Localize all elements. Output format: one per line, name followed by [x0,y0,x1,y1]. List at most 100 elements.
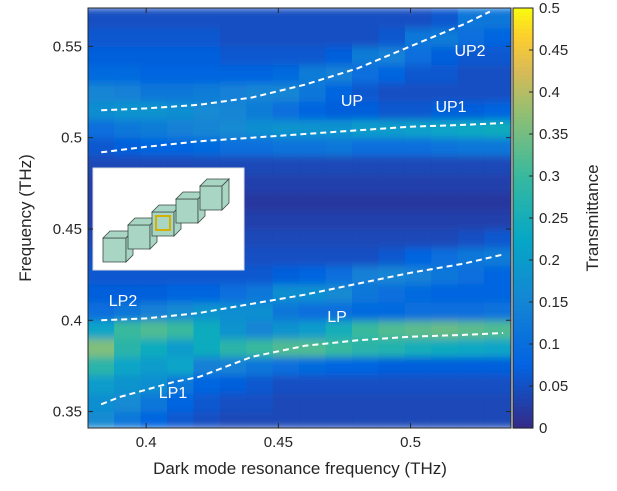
heatmap-cell [88,356,115,376]
heatmap-cell [325,319,353,340]
colorbar-swatch [513,58,533,64]
colorbar-swatch [513,75,533,80]
colorbar-swatch [513,318,533,324]
colorbar-swatch [513,268,533,274]
colorbar-swatch [513,104,533,110]
curves [100,10,504,406]
heatmap-cell [88,392,115,413]
heatmap-cell [404,191,432,212]
heatmap-cell [484,374,511,394]
heatmap-cell [299,301,327,321]
heatmap-cell [352,173,380,193]
heatmap-cell [219,374,247,394]
heatmap-cell [219,411,247,428]
colorbar-swatch [513,171,533,177]
colorbar-swatch [513,402,533,408]
heatmap-cell [404,228,432,248]
heatmap-cell [484,82,511,102]
colorbar-swatch [513,373,533,379]
heatmap-cell [299,173,327,193]
heatmap-cell [404,45,432,66]
heatmap-cell [272,210,300,230]
colorbar-swatch [513,188,533,194]
heatmap-cell [167,392,195,413]
colorbar-swatch [513,201,533,206]
colorbar-swatch [513,297,533,303]
heatmap-cell [246,246,274,266]
heatmap-cell [457,338,485,358]
heatmap-cell [167,356,195,376]
heatmap-cell [219,27,247,47]
heatmap-cell [272,100,300,120]
heatmap-cell [88,27,115,47]
heatmap-cell [246,137,274,157]
heatmap-cell [114,338,142,358]
heatmap-cell [246,118,274,139]
heatmap-cell [457,155,485,175]
colorbar-swatch [513,29,533,34]
colorbar-tick-label: 0.15 [539,294,568,311]
heatmap-cell [299,356,327,376]
heatmap-cell [457,191,485,212]
heatmap-cell [114,411,142,428]
colorbar-swatch [513,54,533,59]
heatmap-cell [88,411,115,428]
heatmap-cell [219,319,247,340]
colorbar-swatch [513,146,533,152]
heatmap-cell [272,356,300,376]
heatmap-cell [431,319,459,340]
heatmap-cell [484,137,511,157]
heatmap-cell [404,137,432,157]
heatmap-cell [140,319,168,340]
heatmap-cell [140,45,168,66]
heatmap-cell [352,264,380,285]
colorbar-swatch [513,66,533,72]
heatmap-cell [193,301,221,321]
heatmap-cell [404,246,432,266]
colorbar-swatch [513,138,533,143]
heatmap-cell [88,45,115,66]
heatmap-cell [352,137,380,157]
heatmap-cell [352,338,380,358]
heatmap-cell [484,228,511,248]
heatmap-cell [325,137,353,157]
heatmap-cell [484,411,511,428]
colorbar-swatch [513,293,533,299]
heatmap-cell [299,228,327,248]
heatmap-cell [219,137,247,157]
colorbar-swatch [513,335,533,341]
colorbar-swatch [513,390,533,395]
heatmap-cell [404,210,432,230]
heatmap-cell [457,45,485,66]
heatmap-cell [325,82,353,102]
heatmap-cell [457,100,485,120]
heatmap-cell [167,45,195,66]
heatmap-cell [352,27,380,47]
heatmap-cell [484,319,511,340]
heatmap-cell [193,64,221,84]
colorbar-swatch [513,134,533,139]
colorbar-swatch [513,381,533,387]
colorbar-swatch [513,243,533,248]
colorbar-swatch [513,310,533,316]
heatmap-cell [114,64,142,84]
annotation: LP1 [159,385,188,402]
x-axis-label: Dark mode resonance frequency (THz) [153,459,447,478]
heatmap-cell [378,374,406,394]
heatmap-cell [219,45,247,66]
heatmap-cell [352,118,380,139]
colorbar-swatch [513,377,533,383]
heatmap-cell [404,283,432,303]
heatmap-cell [114,100,142,120]
heatmap-cell [114,82,142,102]
colorbar-swatch [513,71,533,76]
colorbar-swatch [513,37,533,43]
heatmap-cell [140,82,168,102]
heatmap-cell [457,411,485,428]
heatmap-cell [246,411,274,428]
heatmap-cell [457,319,485,340]
heatmap-cell [299,264,327,285]
heatmap-cell [193,392,221,413]
colorbar-swatch [513,247,533,253]
heatmap-cell [404,100,432,120]
